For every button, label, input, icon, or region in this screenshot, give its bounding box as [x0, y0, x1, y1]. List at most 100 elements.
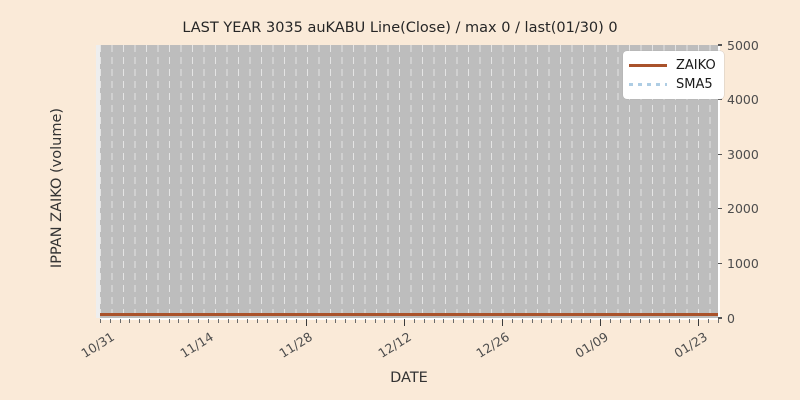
x-tick-mark-minor	[414, 319, 415, 323]
x-tick-label: 11/28	[276, 329, 315, 361]
legend-dotted-swatch-icon	[629, 79, 667, 90]
x-tick-mark-minor	[620, 319, 621, 323]
x-tick-mark-minor	[277, 319, 278, 323]
legend-label-zaiko: ZAIKO	[676, 58, 716, 73]
x-axis-spine	[100, 318, 719, 320]
x-tick-mark-minor	[610, 319, 611, 323]
y-tick-label: 5000	[727, 37, 759, 53]
x-tick-mark-minor	[365, 319, 366, 323]
x-tick-mark-minor	[708, 319, 709, 323]
chart-legend[interactable]: ZAIKO SMA5	[623, 51, 724, 99]
x-tick-mark-minor	[149, 319, 150, 323]
x-tick-mark-minor	[326, 319, 327, 323]
x-axis-tick-labels: 10/31 11/14 11/28 12/12 12/26 01/09 01/23	[78, 329, 718, 375]
x-tick-mark-major	[404, 319, 406, 326]
x-tick-mark-minor	[257, 319, 258, 323]
x-tick-mark-minor	[659, 319, 660, 323]
plot-area	[100, 45, 718, 318]
x-tick-mark-minor	[581, 319, 582, 323]
legend-item-sma5[interactable]: SMA5	[629, 75, 716, 94]
x-tick-mark-minor	[689, 319, 690, 323]
x-tick-mark-minor	[522, 319, 523, 323]
y-axis-tick: 5000	[718, 37, 759, 53]
x-tick-mark-minor	[169, 319, 170, 323]
y-tick-mark	[718, 98, 722, 101]
x-tick-mark-minor	[120, 319, 121, 323]
legend-label-sma5: SMA5	[676, 77, 713, 92]
y-tick-mark	[718, 153, 722, 155]
y-axis-tick: 2000	[718, 201, 759, 217]
y-axis-title: IPPAN ZAIKO (volume)	[49, 107, 65, 269]
legend-item-zaiko[interactable]: ZAIKO	[629, 56, 716, 75]
y-tick-label: 1000	[727, 255, 759, 271]
x-tick-mark-minor	[434, 319, 435, 323]
y-tick-label: 3000	[727, 146, 759, 162]
x-tick-mark-minor	[100, 319, 101, 323]
x-tick-mark-minor	[492, 319, 493, 323]
x-tick-mark-minor	[551, 319, 552, 323]
x-tick-mark-minor	[453, 319, 454, 323]
x-tick-mark-minor	[296, 319, 297, 323]
x-axis-title: DATE	[390, 370, 428, 386]
y-axis: 0 1000 2000 3000 4000 5000	[718, 38, 788, 326]
series-layer	[100, 45, 718, 318]
y-tick-mark	[718, 44, 722, 46]
x-tick-mark-minor	[463, 319, 464, 323]
x-tick-label: 12/12	[375, 329, 414, 361]
x-tick-mark-minor	[198, 319, 199, 323]
y-axis-spine	[718, 45, 720, 319]
y-axis-tick: 0	[718, 310, 735, 326]
x-tick-mark-minor	[394, 319, 395, 323]
x-tick-mark-minor	[286, 319, 287, 323]
x-tick-mark-minor	[110, 319, 111, 323]
x-tick-mark-minor	[159, 319, 160, 323]
x-tick-mark-minor	[316, 319, 317, 323]
x-tick-mark-minor	[188, 319, 189, 323]
x-tick-mark-minor	[649, 319, 650, 323]
y-axis-tick: 4000	[718, 92, 759, 108]
y-tick-mark	[718, 317, 722, 319]
y-tick-mark	[718, 208, 722, 210]
x-tick-label: 10/31	[78, 329, 117, 361]
x-tick-mark-minor	[590, 319, 591, 323]
x-tick-mark-major	[502, 319, 504, 326]
chart-title: LAST YEAR 3035 auKABU Line(Close) / max …	[182, 20, 618, 36]
x-tick-mark-minor	[208, 319, 209, 323]
x-tick-mark-minor	[237, 319, 238, 323]
x-tick-mark-minor	[640, 319, 641, 323]
x-tick-mark-minor	[483, 319, 484, 323]
y-tick-mark	[718, 262, 722, 265]
x-tick-mark-minor	[335, 319, 336, 323]
x-tick-mark-minor	[228, 319, 229, 323]
x-tick-mark-minor	[375, 319, 376, 323]
x-tick-mark-major	[698, 319, 700, 326]
x-tick-mark-minor	[178, 319, 179, 323]
x-tick-mark-minor	[718, 319, 719, 323]
x-tick-mark-minor	[355, 319, 356, 323]
x-tick-mark-minor	[247, 319, 248, 323]
x-tick-mark-minor	[679, 319, 680, 323]
x-tick-mark-minor	[443, 319, 444, 323]
y-tick-label: 0	[727, 310, 735, 326]
x-tick-mark-minor	[512, 319, 513, 323]
x-tick-mark-minor	[541, 319, 542, 323]
series-line-zaiko	[100, 313, 718, 316]
y-tick-label: 4000	[727, 92, 759, 108]
x-axis-ticks	[100, 319, 719, 327]
x-tick-mark-minor	[384, 319, 385, 323]
x-tick-mark-minor	[345, 319, 346, 323]
x-tick-mark-minor	[129, 319, 130, 323]
x-tick-mark-minor	[630, 319, 631, 323]
x-tick-mark-minor	[571, 319, 572, 323]
grid-lines	[100, 45, 718, 318]
x-tick-mark-minor	[424, 319, 425, 323]
x-tick-label: 01/23	[671, 329, 710, 361]
y-axis-tick: 3000	[718, 146, 759, 162]
x-tick-mark-minor	[218, 319, 219, 323]
x-tick-mark-minor	[139, 319, 140, 323]
x-tick-mark-minor	[532, 319, 533, 323]
x-tick-mark-minor	[267, 319, 268, 323]
y-tick-label: 2000	[727, 201, 759, 217]
x-tick-mark-major	[306, 319, 308, 326]
